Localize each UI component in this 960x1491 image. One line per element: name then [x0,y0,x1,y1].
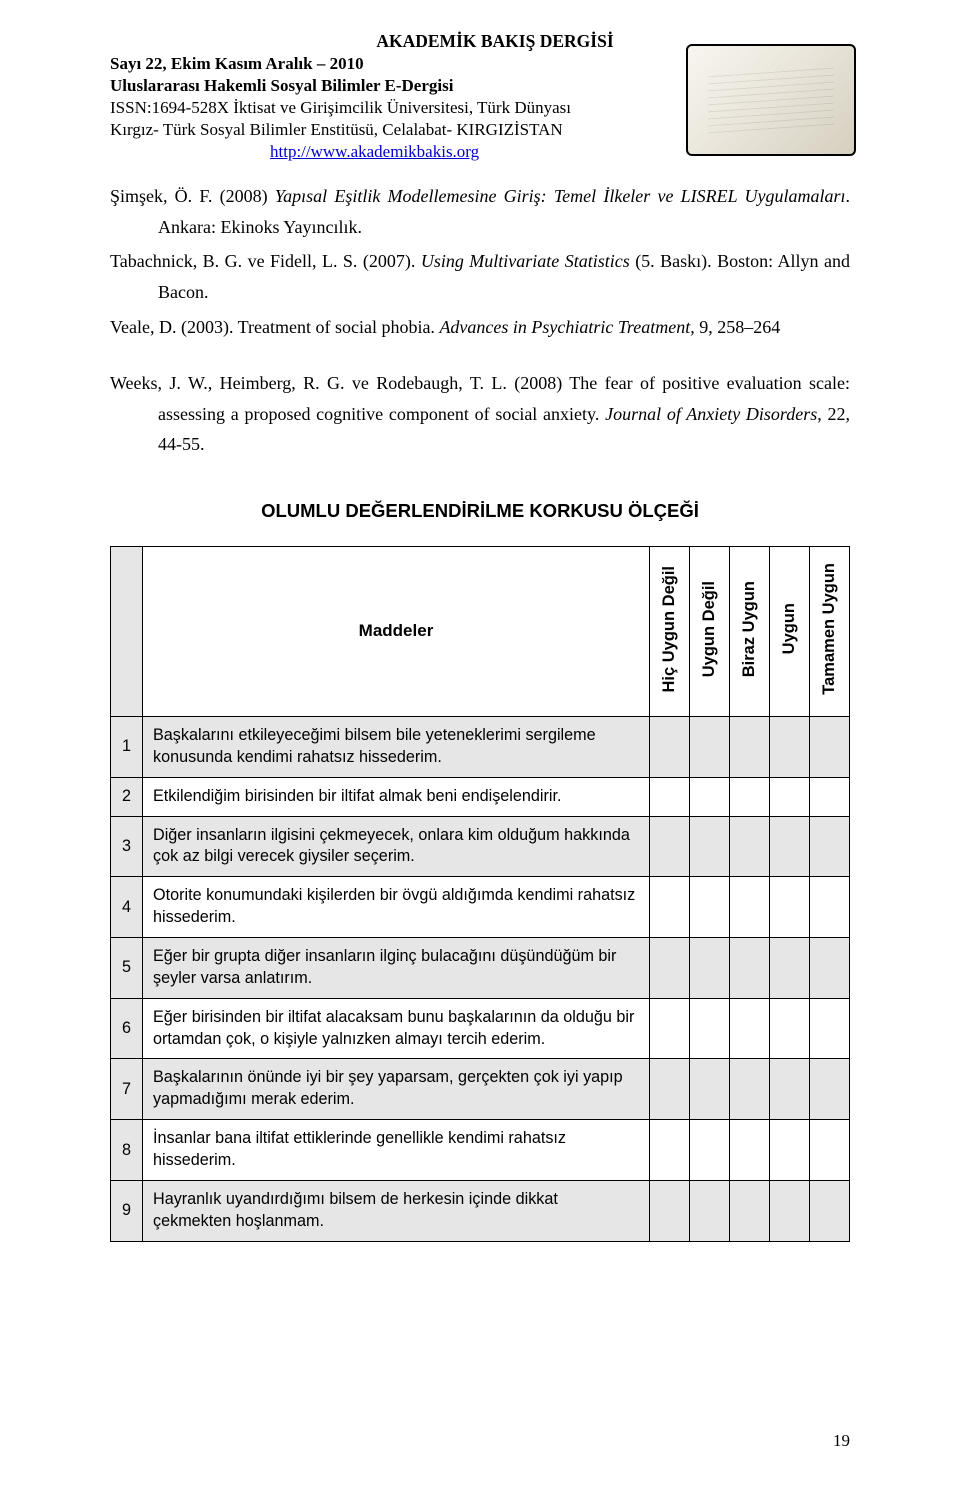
scale-cell[interactable] [690,716,730,777]
scale-cell[interactable] [810,777,850,816]
row-number: 3 [111,816,143,877]
col-header-scale-2: Uygun Değil [690,546,730,716]
table-row: 8İnsanlar bana iltifat ettiklerinde gene… [111,1120,850,1181]
table-row: 2Etkilendiğim birisinden bir iltifat alm… [111,777,850,816]
scale-cell[interactable] [650,1120,690,1181]
scale-cell[interactable] [770,998,810,1059]
scale-cell[interactable] [690,1180,730,1241]
scale-cell[interactable] [690,777,730,816]
row-number: 6 [111,998,143,1059]
row-item-text: Başkalarının önünde iyi bir şey yaparsam… [143,1059,650,1120]
scale-cell[interactable] [650,937,690,998]
scale-cell[interactable] [770,1059,810,1120]
scale-cell[interactable] [650,877,690,938]
scale-cell[interactable] [690,816,730,877]
scale-cell[interactable] [730,1120,770,1181]
reference-italic: Yapısal Eşitlik Modellemesine Giriş: Tem… [275,186,846,206]
row-item-text: Otorite konumundaki kişilerden bir övgü … [143,877,650,938]
reference-item: Weeks, J. W., Heimberg, R. G. ve Rodebau… [110,368,850,460]
table-row: 6Eğer birisinden bir iltifat alacaksam b… [111,998,850,1059]
row-item-text: Eğer bir grupta diğer insanların ilginç … [143,937,650,998]
scale-cell[interactable] [650,998,690,1059]
col-header-scale-1: Hiç Uygun Değil [650,546,690,716]
row-number: 9 [111,1180,143,1241]
scale-cell[interactable] [770,937,810,998]
scale-cell[interactable] [770,816,810,877]
reference-italic: Advances in Psychiatric Treatment [439,317,690,337]
scale-cell[interactable] [730,998,770,1059]
row-item-text: İnsanlar bana iltifat ettiklerinde genel… [143,1120,650,1181]
row-number: 1 [111,716,143,777]
table-row: 5Eğer bir grupta diğer insanların ilginç… [111,937,850,998]
scale-cell[interactable] [730,1180,770,1241]
scale-label-1: Hiç Uygun Değil [660,566,679,693]
scale-cell[interactable] [810,998,850,1059]
reference-italic: Using Multivariate Statistics [421,251,630,271]
scale-label-2: Uygun Değil [700,581,719,677]
table-row: 4Otorite konumundaki kişilerden bir övgü… [111,877,850,938]
scale-cell[interactable] [730,816,770,877]
references-block: Şimşek, Ö. F. (2008) Yapısal Eşitlik Mod… [110,181,850,460]
reference-item: Şimşek, Ö. F. (2008) Yapısal Eşitlik Mod… [110,181,850,242]
scale-cell[interactable] [650,777,690,816]
scale-label-3: Biraz Uygun [740,581,759,677]
reference-item: Tabachnick, B. G. ve Fidell, L. S. (2007… [110,246,850,307]
row-number: 7 [111,1059,143,1120]
scale-cell[interactable] [650,716,690,777]
col-header-scale-3: Biraz Uygun [730,546,770,716]
scale-cell[interactable] [770,877,810,938]
row-item-text: Etkilendiğim birisinden bir iltifat alma… [143,777,650,816]
row-number: 5 [111,937,143,998]
col-header-items: Maddeler [143,546,650,716]
row-item-text: Başkalarını etkileyeceğimi bilsem bile y… [143,716,650,777]
scale-cell[interactable] [730,777,770,816]
scale-cell[interactable] [690,1120,730,1181]
scale-cell[interactable] [770,1180,810,1241]
row-number: 4 [111,877,143,938]
notebook-image [686,44,856,156]
table-row: 1Başkalarını etkileyeceğimi bilsem bile … [111,716,850,777]
page-number: 19 [833,1431,850,1451]
scale-cell[interactable] [810,937,850,998]
row-number: 2 [111,777,143,816]
row-item-text: Diğer insanların ilgisini çekmeyecek, on… [143,816,650,877]
reference-italic: Journal of Anxiety Disorders [605,404,817,424]
scale-cell[interactable] [690,1059,730,1120]
scale-cell[interactable] [690,937,730,998]
scale-cell[interactable] [730,937,770,998]
scale-cell[interactable] [730,716,770,777]
scale-cell[interactable] [770,1120,810,1181]
scale-cell[interactable] [650,816,690,877]
scale-label-5: Tamamen Uygun [820,563,839,695]
row-item-text: Eğer birisinden bir iltifat alacaksam bu… [143,998,650,1059]
scale-cell[interactable] [810,1120,850,1181]
table-row: 3Diğer insanların ilgisini çekmeyecek, o… [111,816,850,877]
scale-cell[interactable] [770,716,810,777]
scale-cell[interactable] [690,877,730,938]
table-row: 9Hayranlık uyandırdığımı bilsem de herke… [111,1180,850,1241]
scale-heading: OLUMLU DEĞERLENDİRİLME KORKUSU ÖLÇEĞİ [110,500,850,522]
col-header-number [111,546,143,716]
scale-table: Maddeler Hiç Uygun Değil Uygun Değil Bir… [110,546,850,1242]
scale-cell[interactable] [730,1059,770,1120]
scale-cell[interactable] [810,1180,850,1241]
row-number: 8 [111,1120,143,1181]
scale-cell[interactable] [810,1059,850,1120]
col-header-scale-4: Uygun [770,546,810,716]
scale-cell[interactable] [810,716,850,777]
scale-cell[interactable] [810,877,850,938]
scale-label-4: Uygun [780,603,799,654]
table-row: 7Başkalarının önünde iyi bir şey yaparsa… [111,1059,850,1120]
scale-cell[interactable] [650,1059,690,1120]
scale-cell[interactable] [650,1180,690,1241]
scale-cell[interactable] [690,998,730,1059]
page-header: AKADEMİK BAKIŞ DERGİSİ Sayı 22, Ekim Kas… [110,30,850,163]
table-header-row: Maddeler Hiç Uygun Değil Uygun Değil Bir… [111,546,850,716]
row-item-text: Hayranlık uyandırdığımı bilsem de herkes… [143,1180,650,1241]
scale-cell[interactable] [810,816,850,877]
reference-item: Veale, D. (2003). Treatment of social ph… [110,312,850,343]
scale-cell[interactable] [730,877,770,938]
col-header-scale-5: Tamamen Uygun [810,546,850,716]
scale-cell[interactable] [770,777,810,816]
